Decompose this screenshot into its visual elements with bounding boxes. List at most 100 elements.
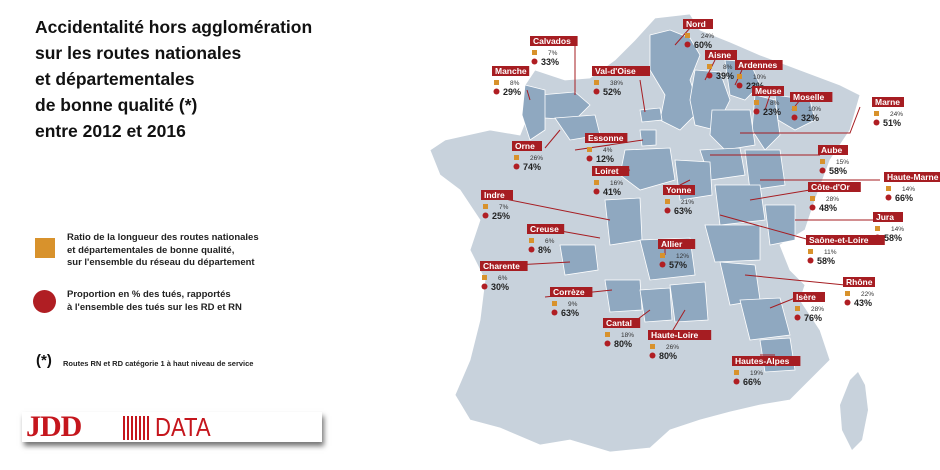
label-bg-aisne bbox=[705, 50, 737, 60]
callout-manche: Manche 8%29% bbox=[492, 66, 530, 97]
deaths-dot-nord bbox=[684, 41, 691, 48]
callout-meuse: Meuse 8%23% bbox=[752, 86, 784, 117]
callout-val-d-oise: Val-d'Oise 38%52% bbox=[592, 66, 650, 97]
label-bg-cantal bbox=[603, 318, 641, 328]
label-bg-aube bbox=[818, 145, 848, 155]
ratio-value-calvados: 7% bbox=[548, 50, 558, 57]
callout-orne: Orne 26%74% bbox=[512, 141, 543, 172]
deaths-dot-indre bbox=[482, 212, 489, 219]
region-hautemarne-highlight bbox=[744, 149, 786, 191]
leader-valdoise bbox=[639, 79, 646, 113]
label-bg-loiret bbox=[592, 166, 630, 176]
ratio-square-haute-loire bbox=[650, 344, 655, 349]
callout-moselle: Moselle 10%32% bbox=[790, 92, 833, 123]
label-bg-marne bbox=[872, 97, 904, 107]
ratio-square-essonne bbox=[587, 147, 592, 152]
label-bg-allier bbox=[658, 239, 696, 249]
deaths-value-aube: 58% bbox=[829, 166, 847, 176]
label-bg-saone-et-loire bbox=[806, 235, 885, 245]
label-bg-moselle bbox=[790, 92, 833, 102]
ratio-square-aube bbox=[820, 159, 825, 164]
logo-jdd: JDD bbox=[26, 410, 82, 443]
ratio-value-yonne: 21% bbox=[681, 199, 694, 206]
legend-deaths-dot bbox=[33, 290, 56, 313]
label-bg-haute-marne bbox=[884, 172, 940, 182]
ratio-value-manche: 8% bbox=[510, 80, 520, 87]
dept-name-allier: Allier bbox=[661, 239, 683, 249]
ratio-value-indre: 7% bbox=[499, 204, 509, 211]
leader-nord bbox=[674, 27, 691, 46]
ratio-square-calvados bbox=[532, 50, 537, 55]
dept-name-saone-et-loire: Saône-et-Loire bbox=[809, 235, 869, 245]
label-bg-essonne bbox=[585, 133, 628, 143]
ratio-value-marne: 24% bbox=[890, 111, 903, 118]
deaths-value-saone-et-loire: 58% bbox=[817, 256, 835, 266]
dept-name-haute-loire: Haute-Loire bbox=[651, 330, 699, 340]
region-isere-highlight bbox=[739, 297, 791, 341]
ratio-value-charente: 6% bbox=[498, 275, 508, 282]
ratio-value-ardennes: 10% bbox=[753, 74, 766, 81]
deaths-value-rhone: 43% bbox=[854, 298, 872, 308]
deaths-dot-allier bbox=[659, 261, 666, 268]
deaths-dot-val-d-oise bbox=[593, 88, 600, 95]
france-mainland bbox=[429, 13, 861, 453]
deaths-value-loiret: 41% bbox=[603, 187, 621, 197]
ratio-square-jura bbox=[875, 226, 880, 231]
callout-charente: Charente 6%30% bbox=[480, 261, 528, 292]
ratio-value-aisne: 8% bbox=[723, 64, 733, 71]
region-manche-highlight bbox=[521, 84, 546, 141]
dept-name-isere: Isère bbox=[796, 292, 816, 302]
deaths-dot-isere bbox=[794, 314, 801, 321]
region-correze-highlight bbox=[604, 279, 643, 313]
ratio-value-cantal: 18% bbox=[621, 332, 634, 339]
dept-name-creuse: Creuse bbox=[530, 224, 559, 234]
region-hauteloire-highlight bbox=[669, 281, 709, 323]
deaths-dot-marne bbox=[873, 119, 880, 126]
ratio-value-creuse: 6% bbox=[545, 238, 555, 245]
callout-hautes-alpes: Hautes-Alpes 19%66% bbox=[732, 356, 801, 387]
region-cantal-highlight bbox=[639, 287, 673, 323]
label-bg-cote-d-or bbox=[808, 182, 861, 192]
deaths-value-aisne: 39% bbox=[716, 71, 734, 81]
deaths-dot-essonne bbox=[586, 155, 593, 162]
ratio-value-rhone: 22% bbox=[861, 291, 874, 298]
logo-banner bbox=[22, 412, 322, 442]
deaths-value-haute-marne: 66% bbox=[895, 193, 913, 203]
dept-name-rhone: Rhône bbox=[846, 277, 873, 287]
deaths-value-orne: 74% bbox=[523, 162, 541, 172]
ratio-value-moselle: 10% bbox=[808, 106, 821, 113]
dept-name-cantal: Cantal bbox=[606, 318, 632, 328]
deaths-dot-cantal bbox=[604, 340, 611, 347]
deaths-dot-moselle bbox=[791, 114, 798, 121]
footnote-text: Routes RN et RD catégorie 1 à haut nivea… bbox=[63, 359, 254, 368]
callout-aisne: Aisne 8%39% bbox=[705, 50, 737, 81]
legend-deaths-text: Proportion en % des tués, rapportés à l'… bbox=[67, 289, 242, 313]
deaths-dot-meuse bbox=[753, 108, 760, 115]
ratio-square-indre bbox=[483, 204, 488, 209]
label-bg-manche bbox=[492, 66, 530, 76]
callout-loiret: Loiret 16%41% bbox=[592, 166, 630, 197]
dept-name-charente: Charente bbox=[483, 261, 520, 271]
ratio-square-val-d-oise bbox=[594, 80, 599, 85]
dept-name-jura: Jura bbox=[876, 212, 894, 222]
ratio-value-haute-loire: 26% bbox=[666, 344, 679, 351]
dept-name-hautes-alpes: Hautes-Alpes bbox=[735, 356, 790, 366]
callout-correze: Corrèze 9%63% bbox=[550, 287, 593, 318]
region-jura-highlight bbox=[764, 204, 796, 246]
label-bg-val-d-oise bbox=[592, 66, 650, 76]
ratio-value-saone-et-loire: 11% bbox=[824, 249, 837, 256]
deaths-dot-calvados bbox=[531, 58, 538, 65]
label-bg-yonne bbox=[663, 185, 695, 195]
deaths-dot-haute-loire bbox=[649, 352, 656, 359]
callout-creuse: Creuse 6%8% bbox=[527, 224, 565, 255]
label-bg-indre bbox=[481, 190, 513, 200]
deaths-value-val-d-oise: 52% bbox=[603, 87, 621, 97]
region-indre-highlight bbox=[604, 197, 643, 246]
dept-name-haute-marne: Haute-Marne bbox=[887, 172, 939, 182]
ratio-square-hautes-alpes bbox=[734, 370, 739, 375]
label-bg-isere bbox=[793, 292, 825, 302]
deaths-value-manche: 29% bbox=[503, 87, 521, 97]
dept-name-calvados: Calvados bbox=[533, 36, 571, 46]
ratio-square-creuse bbox=[529, 238, 534, 243]
